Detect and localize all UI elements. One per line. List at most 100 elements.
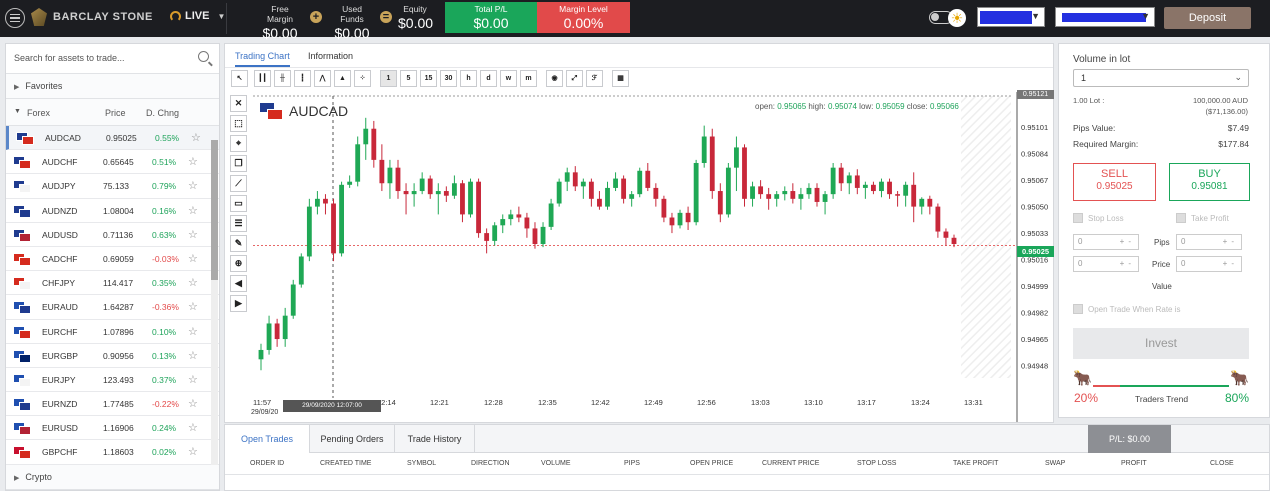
star-icon[interactable]: ☆ (188, 228, 198, 241)
sun-icon[interactable]: ☀ (948, 9, 966, 27)
total-pl-label: Total P/L (474, 4, 508, 14)
indicators-icon[interactable]: ℱ (586, 70, 603, 87)
asset-row-eurnzd[interactable]: EURNZD 1.77485 -0.22% ☆ (6, 392, 219, 417)
star-icon[interactable]: ☆ (188, 277, 198, 290)
asset-row-audjpy[interactable]: AUDJPY 75.133 0.79% ☆ (6, 174, 219, 199)
star-icon[interactable]: ☆ (188, 204, 198, 217)
line-chart-icon[interactable]: ⋀ (314, 70, 331, 87)
calendar-icon[interactable]: ▦ (612, 70, 629, 87)
asset-row-eurgbp[interactable]: EURGBP 0.90956 0.13% ☆ (6, 344, 219, 368)
asset-row-eurjpy[interactable]: EURJPY 123.493 0.37% ☆ (6, 368, 219, 393)
candle-body (871, 184, 876, 192)
star-icon[interactable]: ☆ (188, 180, 198, 193)
asset-search[interactable]: Search for assets to trade... (6, 44, 219, 74)
price-chart[interactable]: 0.95101 0.95084 0.95067 0.95050 0.95033 0.950… (249, 92, 1055, 422)
candlestick-chart[interactable]: 0.95101 0.95084 0.95067 0.95050 0.95033 0.950… (249, 92, 1055, 422)
interval-1m[interactable]: 1 (380, 70, 397, 87)
asset-row-audcad[interactable]: AUDCAD 0.95025 0.55% ☆ (6, 126, 219, 151)
arrow-left-icon[interactable]: ◀ (230, 275, 247, 292)
stepper-icon[interactable]: +- (1119, 259, 1135, 268)
star-icon[interactable]: ☆ (188, 301, 198, 314)
star-icon[interactable]: ☆ (188, 349, 198, 362)
interval-w[interactable]: w (500, 70, 517, 87)
fullscreen-icon[interactable]: ⤢ (566, 70, 583, 87)
tab-open-trades[interactable]: Open Trades (225, 425, 310, 453)
tab-pending-orders[interactable]: Pending Orders (310, 425, 395, 453)
asset-row-eurchf[interactable]: EURCHF 1.07896 0.10% ☆ (6, 320, 219, 344)
tab-trade-history[interactable]: Trade History (395, 425, 475, 453)
crypto-group[interactable]: ▶ Crypto (6, 465, 219, 490)
take-profit-checkbox[interactable]: Take Profit (1176, 213, 1229, 223)
candle-body (395, 167, 401, 192)
interval-h[interactable]: h (460, 70, 477, 87)
open-when-checkbox[interactable]: Open Trade When Rate is (1073, 304, 1181, 314)
stepper-icon[interactable]: +- (1222, 259, 1238, 268)
dotted-area-icon[interactable]: ⁘ (354, 70, 371, 87)
asset-row-chfjpy[interactable]: CHFJPY 114.417 0.35% ☆ (6, 271, 219, 296)
lot-select[interactable]: 1 ⌄ (1073, 69, 1249, 87)
stepper-icon[interactable]: +- (1222, 237, 1238, 246)
star-icon[interactable]: ☆ (188, 325, 198, 338)
hollow-candles-icon[interactable]: ╫ (274, 70, 291, 87)
scrollbar-thumb[interactable] (211, 140, 218, 280)
brush-icon[interactable]: ✎ (230, 235, 247, 252)
add-funds-icon[interactable]: + (310, 11, 322, 23)
interval-5m[interactable]: 5 (400, 70, 417, 87)
area-chart-icon[interactable]: ▲ (334, 70, 351, 87)
asset-row-eurusd[interactable]: EURUSD 1.16906 0.24% ☆ (6, 416, 219, 441)
tab-information[interactable]: Information (308, 51, 354, 61)
horizontal-line-icon[interactable]: ☰ (230, 215, 247, 232)
favorites-group[interactable]: ▶ Favorites (6, 74, 219, 99)
buy-button[interactable]: BUY 0.95081 (1169, 163, 1250, 201)
interval-30m[interactable]: 30 (440, 70, 457, 87)
interval-d[interactable]: d (480, 70, 497, 87)
asset-row-audchf[interactable]: AUDCHF 0.65645 0.51% ☆ (6, 150, 219, 175)
trendline-icon[interactable]: ⟋ (230, 175, 247, 192)
copy-icon[interactable]: ❐ (230, 155, 247, 172)
camera-icon[interactable]: ◉ (546, 70, 563, 87)
stop-loss-checkbox[interactable]: Stop Loss (1073, 213, 1124, 223)
search-input[interactable]: Search for assets to trade... (14, 53, 125, 63)
stop-loss-pips-field[interactable]: 0 +- (1073, 234, 1139, 250)
asset-row-cadchf[interactable]: CADCHF 0.69059 -0.03% ☆ (6, 247, 219, 272)
stop-loss-price-field[interactable]: 0 +- (1073, 256, 1139, 272)
stepper-icon[interactable]: +- (1119, 237, 1135, 246)
star-icon[interactable]: ☆ (191, 132, 201, 144)
asset-price: 114.417 (103, 278, 134, 289)
interval-m[interactable]: m (520, 70, 537, 87)
close-icon[interactable]: ✕ (230, 95, 247, 112)
star-icon[interactable]: ☆ (188, 398, 198, 411)
cursor-icon[interactable]: ↖ (231, 70, 248, 87)
asset-row-gbpchf[interactable]: GBPCHF 1.18603 0.02% ☆ (6, 440, 219, 465)
star-icon[interactable]: ☆ (188, 446, 198, 459)
bars-icon[interactable]: ┇ (294, 70, 311, 87)
sell-button[interactable]: SELL 0.95025 (1073, 163, 1156, 201)
asset-row-audusd[interactable]: AUDUSD 0.71136 0.63% ☆ (6, 223, 219, 247)
take-profit-price-field[interactable]: 0 +- (1176, 256, 1242, 272)
zoom-icon[interactable]: ⊕ (230, 255, 247, 272)
invest-button[interactable]: Invest (1073, 328, 1249, 359)
chart-toolbar: ↖ ┃┃ ╫ ┇ ⋀ ▲ ⁘ 1 5 15 30 h d w m ◉ ⤢ ℱ ▦ (231, 70, 629, 88)
asset-row-audnzd[interactable]: AUDNZD 1.08004 0.16% ☆ (6, 199, 219, 223)
account-selector[interactable]: ▼ (977, 7, 1045, 27)
arrow-right-icon[interactable]: ▶ (230, 295, 247, 312)
take-profit-pips-field[interactable]: 0 +- (1176, 234, 1242, 250)
star-icon[interactable]: ☆ (188, 252, 198, 265)
menu-icon[interactable] (5, 8, 25, 28)
scrollbar[interactable] (211, 140, 218, 480)
deposit-button[interactable]: Deposit (1164, 7, 1251, 29)
search-icon[interactable] (198, 51, 209, 62)
tab-trading-chart[interactable]: Trading Chart (235, 51, 290, 67)
zoom-select-icon[interactable]: ⬚ (230, 115, 247, 132)
star-icon[interactable]: ☆ (188, 422, 198, 435)
star-icon[interactable]: ☆ (188, 156, 198, 169)
star-icon[interactable]: ☆ (188, 373, 198, 386)
crosshair-icon[interactable]: ⌖ (230, 135, 247, 152)
forex-group-header[interactable]: ▼ Forex Price D. Chng (6, 99, 219, 126)
asset-row-euraud[interactable]: EURAUD 1.64287 -0.36% ☆ (6, 295, 219, 320)
user-selector[interactable]: ▼ (1055, 7, 1155, 27)
rectangle-icon[interactable]: ▭ (230, 195, 247, 212)
interval-15m[interactable]: 15 (420, 70, 437, 87)
account-mode-selector[interactable]: LIVE ▼ (170, 10, 225, 22)
candles-icon[interactable]: ┃┃ (254, 70, 271, 87)
